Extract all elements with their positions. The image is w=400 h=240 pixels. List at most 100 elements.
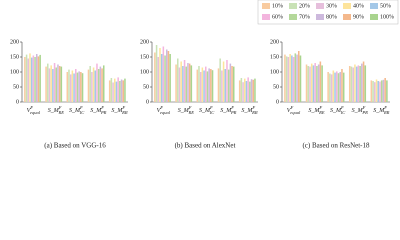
bar bbox=[375, 79, 378, 102]
legend-label: 100% bbox=[380, 14, 394, 20]
label-base: S_M bbox=[373, 108, 385, 114]
bar bbox=[69, 74, 72, 102]
bar bbox=[165, 49, 168, 102]
bar bbox=[330, 74, 333, 102]
bar bbox=[108, 80, 111, 102]
bar bbox=[224, 69, 227, 102]
bar bbox=[29, 53, 31, 102]
bar bbox=[112, 82, 114, 102]
label-sup: F bbox=[383, 105, 387, 110]
bar bbox=[157, 57, 160, 102]
legend-swatch bbox=[262, 14, 270, 20]
bar bbox=[114, 78, 116, 102]
bar bbox=[99, 66, 102, 102]
legend-swatch bbox=[343, 14, 351, 20]
legend-label: 40% bbox=[353, 3, 364, 9]
bar bbox=[337, 73, 340, 102]
bar bbox=[25, 54, 28, 102]
bar bbox=[359, 66, 361, 102]
bar bbox=[47, 63, 49, 102]
bar bbox=[341, 69, 343, 102]
label-sub: equal bbox=[290, 110, 301, 115]
bar bbox=[319, 61, 322, 102]
bar bbox=[370, 80, 373, 102]
label-sup: F bbox=[58, 105, 62, 110]
legend-swatch bbox=[316, 3, 324, 9]
bar bbox=[307, 66, 310, 102]
label-base: S_M bbox=[48, 108, 60, 114]
bar bbox=[386, 80, 388, 102]
bar bbox=[289, 54, 291, 102]
bar bbox=[334, 72, 336, 102]
label-sub: equal bbox=[30, 110, 41, 115]
label-sub: RE bbox=[58, 110, 65, 115]
bar bbox=[205, 66, 207, 102]
bar bbox=[198, 66, 200, 102]
bar bbox=[37, 56, 40, 102]
label-sup: F bbox=[230, 105, 234, 110]
bar bbox=[101, 68, 103, 102]
bar bbox=[352, 67, 354, 102]
label-base: V bbox=[157, 108, 162, 114]
bar bbox=[124, 78, 126, 102]
bar bbox=[87, 69, 90, 102]
legend-swatch bbox=[316, 14, 324, 20]
bar bbox=[110, 78, 113, 102]
label-base: S_M bbox=[69, 108, 81, 114]
bar bbox=[55, 67, 58, 102]
label-base: V bbox=[27, 108, 32, 114]
y-tick-label: 0 bbox=[276, 99, 279, 105]
bar bbox=[60, 66, 63, 102]
bar bbox=[94, 70, 97, 102]
x-tick-label: S_MF PR bbox=[352, 105, 368, 115]
label-sub: PR bbox=[100, 110, 107, 115]
label-sup: F bbox=[251, 105, 255, 110]
bar bbox=[336, 71, 338, 102]
x-tick-label: S_MF RE bbox=[308, 105, 324, 115]
label-sub: RR bbox=[251, 110, 258, 115]
bar bbox=[379, 81, 381, 102]
bar bbox=[291, 55, 293, 102]
label-sup: F bbox=[289, 105, 293, 110]
bar bbox=[32, 55, 35, 102]
bar bbox=[309, 66, 311, 102]
bar bbox=[310, 63, 313, 102]
x-tick-label: S_MF RR bbox=[241, 105, 257, 115]
bar bbox=[185, 66, 188, 102]
bar bbox=[206, 71, 209, 102]
bar bbox=[238, 80, 241, 102]
label-sub: RE bbox=[318, 110, 325, 115]
bar bbox=[219, 58, 221, 102]
bar bbox=[380, 80, 383, 102]
bar bbox=[231, 66, 233, 102]
bar bbox=[350, 66, 353, 102]
bar bbox=[299, 55, 302, 102]
bar bbox=[339, 72, 342, 102]
label-sup: F bbox=[159, 105, 163, 110]
subtitle: (a) Based on VGG-16 bbox=[44, 142, 106, 150]
bar bbox=[364, 65, 367, 102]
label-base: S_M bbox=[330, 108, 342, 114]
label-sub: PR bbox=[230, 110, 237, 115]
bar bbox=[68, 69, 70, 102]
legend-swatch bbox=[343, 3, 351, 9]
label-sup: F bbox=[100, 105, 104, 110]
bar bbox=[285, 56, 288, 102]
x-tick-label: VF equal bbox=[157, 105, 171, 115]
bar bbox=[50, 65, 52, 102]
legend-label: 80% bbox=[326, 14, 337, 20]
y-tick-label: 0 bbox=[146, 99, 149, 105]
bar bbox=[297, 51, 300, 102]
bar bbox=[162, 46, 165, 102]
bar bbox=[92, 67, 95, 102]
bar bbox=[254, 78, 256, 102]
legend-label: 20% bbox=[299, 3, 310, 9]
bar bbox=[155, 45, 158, 102]
label-base: S_M bbox=[241, 108, 253, 114]
bar bbox=[361, 63, 363, 102]
bar bbox=[222, 61, 225, 102]
bar bbox=[154, 52, 156, 102]
bar bbox=[102, 65, 105, 102]
y-tick-label: 50 bbox=[143, 84, 149, 90]
y-tick-label: 150 bbox=[10, 54, 19, 60]
